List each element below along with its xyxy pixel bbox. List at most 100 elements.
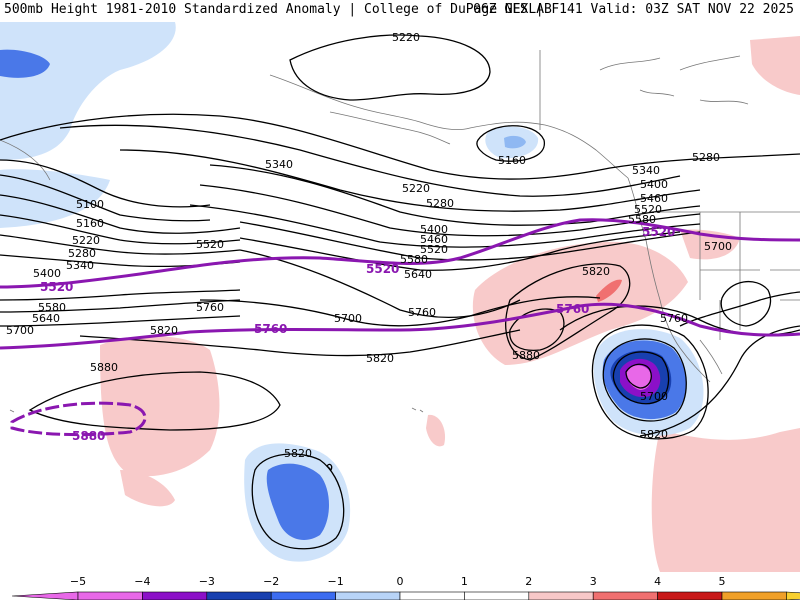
anomaly-map: 5220 5160 5100 5160 5220 5280 5340 5400 …: [0, 20, 800, 572]
baja-coast: [699, 339, 723, 375]
label-5640-mid: 5640: [404, 268, 432, 281]
negative-anomaly-nw: [0, 22, 176, 160]
siberia-coast: [0, 139, 51, 181]
legend-tick-labels: −5 −4 −3 −2 −1 0 1 2 3 4 5: [70, 575, 726, 588]
contour-5820-south-small: [326, 463, 333, 472]
contour-5880-west: [28, 371, 281, 431]
label-5700-mid: 5700: [334, 312, 362, 325]
contour-5820-south: [251, 453, 345, 550]
label-5340-mid: 5340: [265, 158, 293, 171]
contour-upper-2: [59, 124, 681, 197]
positive-anomaly-west: [100, 335, 220, 477]
legend-tick-label: 1: [461, 575, 468, 588]
label-5640-west: 5640: [32, 312, 60, 325]
contour-upper-3: [119, 149, 701, 212]
contour-5820-ridge: [505, 263, 631, 361]
coastlines: [0, 50, 800, 413]
label-5100: 5100: [76, 198, 104, 211]
label-5700-west: 5700: [6, 324, 34, 337]
contour-low-mid: [602, 338, 687, 422]
positive-anomaly-central: [472, 241, 688, 365]
legend-swatch: [657, 591, 723, 600]
legend-arrow-left: [11, 591, 79, 600]
label-5520-east: 5520: [634, 203, 662, 216]
label-5400-east: 5400: [640, 178, 668, 191]
contour-5400-east: [209, 164, 701, 226]
height-contours: [0, 34, 800, 550]
contour-5640: [0, 299, 241, 313]
map-title: 500mb Height 1981-2010 Standardized Anom…: [4, 2, 552, 17]
legend-swatch: [721, 591, 787, 600]
label-5280-west: 5280: [68, 247, 96, 260]
label-5580-mid: 5580: [400, 253, 428, 266]
legend-tick-label: 2: [525, 575, 532, 588]
contour-low-outer: [591, 324, 709, 440]
label-5880-east: 5880: [512, 349, 540, 362]
contour-5340: [0, 234, 241, 255]
label-5760-east: 5760: [660, 312, 688, 325]
label-5220-west: 5220: [72, 234, 100, 247]
label-5220-mid: 5220: [402, 182, 430, 195]
positive-anomaly-island: [426, 414, 446, 447]
label-5340-east: 5340: [632, 164, 660, 177]
label-5820-mid: 5820: [366, 352, 394, 365]
contour-5760-mid: [199, 296, 601, 327]
contour-5160-north: [476, 125, 545, 162]
label-5520-mid: 5520: [196, 238, 224, 251]
label-5820-ridge: 5820: [582, 265, 610, 278]
moderate-negative-alaska: [504, 135, 526, 149]
legend-tick-label: −3: [199, 575, 215, 588]
strong-positive-central: [596, 279, 622, 302]
label-5580-east: 5580: [628, 213, 656, 226]
label-5460-east: 5460: [640, 192, 668, 205]
contour-low-core: [625, 363, 652, 389]
legend-swatch: [335, 591, 401, 600]
contour-5580: [0, 289, 241, 301]
purple-5760: [0, 302, 800, 350]
label-5400-west: 5400: [33, 267, 61, 280]
contour-5280: [0, 214, 241, 245]
contour-5160: [0, 174, 211, 222]
climatology-contours: [0, 218, 800, 437]
label-5820-low: 5820: [640, 428, 668, 441]
purple-label-5520-mid: 5520: [366, 262, 399, 276]
purple-label-5760-mid: 5760: [254, 322, 287, 336]
purple-label-5760-east: 5760: [556, 302, 589, 316]
contour-labels: 5220 5160 5100 5160 5220 5280 5340 5400 …: [6, 31, 732, 460]
contour-5520-east: [189, 204, 701, 248]
color-scale-legend: −5 −4 −3 −2 −1 0 1 2 3 4 5: [11, 575, 800, 600]
purple-5520: [0, 218, 800, 289]
legend-tick-label: 3: [590, 575, 597, 588]
positive-anomaly-east: [651, 428, 800, 572]
label-5760-mid: 5760: [408, 306, 436, 319]
label-5820-west: 5820: [150, 324, 178, 337]
legend-swatch: [528, 591, 594, 600]
label-5760-west: 5760: [196, 301, 224, 314]
contour-5220: [0, 194, 241, 234]
model-run-info: 06Z GFS | F141 Valid: 03Z SAT NOV 22 202…: [473, 2, 794, 17]
legend-tick-label: 4: [654, 575, 661, 588]
label-5160-north: 5160: [498, 154, 526, 167]
purple-5880: [10, 401, 147, 437]
legend-tick-label: −2: [263, 575, 279, 588]
legend-swatch: [399, 591, 465, 600]
contour-se-cell: [720, 280, 772, 327]
legend-swatch: [592, 591, 658, 600]
label-5280-mid: 5280: [426, 197, 454, 210]
legend-swatch: [270, 591, 336, 600]
contour-5700: [0, 315, 241, 327]
label-5280-east: 5280: [692, 151, 720, 164]
label-5580-west: 5580: [38, 301, 66, 314]
contour-5880-east: [509, 308, 565, 351]
contour-5700-se: [679, 291, 800, 327]
label-5400-mid: 5400: [420, 223, 448, 236]
negative-anomaly-west: [0, 169, 110, 228]
purple-label-5520-east: 5520: [642, 225, 675, 239]
positive-anomaly-south: [120, 470, 175, 507]
label-5700-east: 5700: [704, 240, 732, 253]
west-islands: [9, 407, 424, 413]
legend-color-bar: [11, 591, 800, 600]
contour-5640-east: [239, 231, 681, 271]
contour-low-inner: [612, 351, 670, 405]
legend-tick-label: −4: [134, 575, 150, 588]
